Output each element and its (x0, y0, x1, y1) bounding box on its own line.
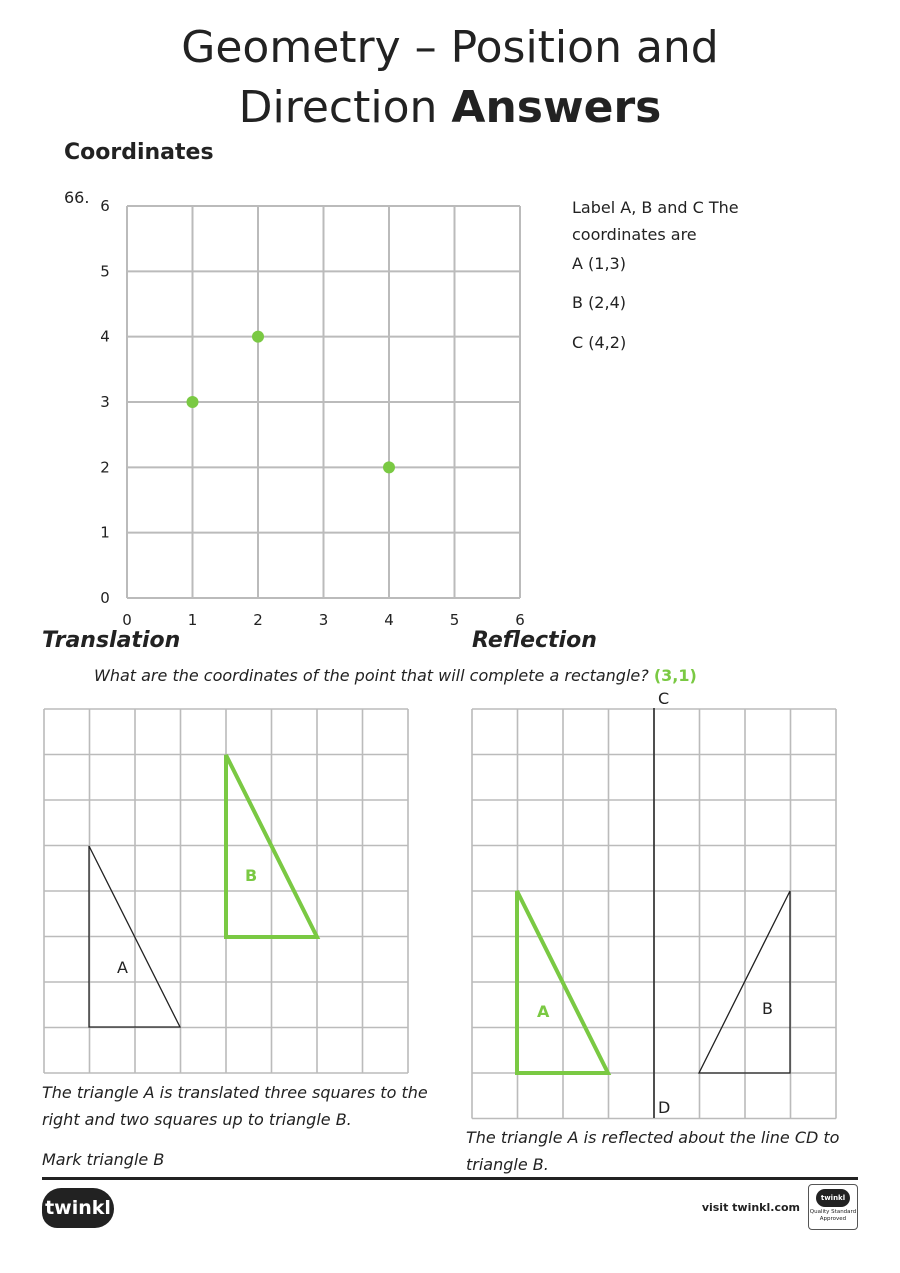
quality-badge: twinkl Quality Standard Approved (808, 1184, 858, 1230)
triangle-b-translation (224, 754, 321, 939)
rectangle-question-text: What are the coordinates of the point th… (94, 666, 649, 685)
x-tick-label: 3 (319, 611, 329, 629)
visit-link[interactable]: visit twinkl.com (701, 1201, 800, 1214)
x-tick-label: 2 (253, 611, 263, 629)
translation-grid-lines (43, 708, 409, 1074)
y-tick-label: 5 (100, 262, 110, 280)
triangle-a-label: A (117, 958, 128, 977)
rectangle-answer: (3,1) (653, 666, 697, 685)
mirror-line-label-c: C (658, 689, 669, 708)
coordinate-points (186, 330, 395, 474)
twinkl-logo: twinkl (42, 1188, 114, 1228)
x-tick-label: 1 (188, 611, 198, 629)
coordinate-grid-lines (126, 205, 521, 599)
coordinate-point (383, 461, 395, 474)
y-tick-label: 2 (100, 458, 110, 476)
mirror-line-label-d: D (658, 1098, 670, 1117)
y-tick-label: 4 (100, 328, 110, 346)
translation-description: The triangle A is translated three squar… (42, 1083, 428, 1129)
x-tick-label: 5 (450, 611, 460, 629)
page-title-bold: Answers (451, 82, 662, 133)
badge-logo: twinkl (816, 1189, 850, 1207)
footer-divider (42, 1177, 858, 1180)
answer-c: C (4,2) (572, 333, 627, 352)
reflection-heading: Reflection (472, 628, 597, 653)
y-tick-label: 1 (100, 524, 110, 542)
reflection-a-label: A (537, 1002, 550, 1021)
question-number: 66. (64, 188, 90, 207)
y-tick-label: 6 (100, 197, 110, 215)
answer-intro: Label A, B and C The coordinates are (572, 198, 739, 244)
page-title-regular: Direction (238, 82, 438, 133)
coordinate-tick-labels: 0 1 2 3 4 5 6 0 1 2 3 4 5 6 (100, 197, 525, 629)
triangle-a-translation (88, 845, 182, 1028)
translation-heading: Translation (42, 628, 181, 653)
triangle-b-label: B (245, 866, 257, 885)
translation-instruction: Mark triangle B (42, 1150, 165, 1169)
reflection-description: The triangle A is reflected about the li… (466, 1128, 840, 1174)
x-tick-label: 6 (515, 611, 525, 629)
coordinate-point (252, 330, 264, 343)
triangle-a-reflection (515, 890, 612, 1075)
coordinate-grid-chart: 0 1 2 3 4 5 6 0 1 2 3 4 5 6 (100, 197, 525, 629)
reflection-b-label: B (762, 999, 773, 1018)
translation-grid: A B (43, 708, 409, 1074)
x-tick-label: 4 (384, 611, 394, 629)
answer-b: B (2,4) (572, 293, 626, 312)
page-title-line-1: Geometry – Position and (181, 22, 719, 73)
reflection-grid: C D A B (471, 689, 837, 1120)
triangle-b-reflection (697, 890, 791, 1074)
badge-text: Quality Standard Approved (809, 1209, 857, 1222)
coordinates-heading: Coordinates (64, 140, 214, 165)
coordinate-point (186, 396, 199, 408)
y-tick-label: 3 (100, 393, 110, 411)
y-tick-label: 0 (100, 589, 110, 607)
x-tick-label: 0 (122, 611, 132, 629)
rectangle-question: What are the coordinates of the point th… (94, 662, 697, 689)
page-title-line-2: Direction Answers (0, 78, 900, 138)
answer-a: A (1,3) (572, 254, 626, 273)
